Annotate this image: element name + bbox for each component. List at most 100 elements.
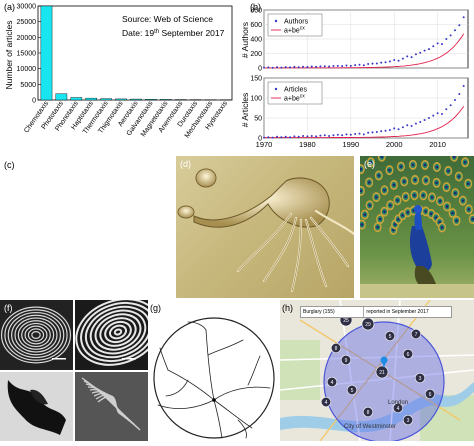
data-point <box>393 127 395 129</box>
y-tick-label: 15000 <box>17 51 37 58</box>
y-tick-label: 0 <box>258 66 262 73</box>
data-point <box>341 134 343 136</box>
y-axis-label-articles: # Articles <box>240 93 250 128</box>
data-point <box>298 66 300 68</box>
data-point <box>311 135 313 137</box>
data-point <box>415 123 417 125</box>
data-point <box>293 66 295 68</box>
fungal-network-drawing <box>148 300 280 441</box>
data-point <box>432 115 434 117</box>
data-point <box>280 136 282 138</box>
data-point <box>363 133 365 135</box>
bar <box>115 99 126 100</box>
data-point <box>424 119 426 121</box>
bar <box>145 99 156 100</box>
data-point <box>267 66 269 68</box>
data-point <box>441 43 443 45</box>
bar <box>160 99 171 100</box>
data-point <box>385 130 387 132</box>
bar <box>56 94 67 100</box>
data-point <box>402 126 404 128</box>
data-point <box>450 34 452 36</box>
cluster-count: 6 <box>429 392 432 398</box>
data-point <box>424 50 426 52</box>
data-point <box>285 66 287 68</box>
data-point <box>385 61 387 63</box>
y-tick-label: 150 <box>250 76 262 83</box>
cluster-count: 29 <box>365 322 371 328</box>
y-axis-label: Number of articles <box>4 21 14 90</box>
period-select[interactable]: reported in September 2017 <box>363 307 451 317</box>
y-tick-label: 0 <box>32 98 36 105</box>
cluster-count: 3 <box>419 376 422 382</box>
data-point <box>454 99 456 101</box>
legend-points-label: Articles <box>284 87 307 94</box>
data-point <box>328 135 330 137</box>
data-point <box>393 59 395 61</box>
data-point <box>302 135 304 137</box>
data-point <box>458 93 460 95</box>
y-tick-label: 10000 <box>17 66 37 73</box>
panel-label-d: (d) <box>180 159 191 169</box>
data-point <box>350 134 352 136</box>
x-tick-label: 1980 <box>299 140 316 149</box>
panel-label-e: (e) <box>364 159 375 169</box>
map-label-london: London <box>388 400 408 406</box>
data-point <box>276 66 278 68</box>
data-point <box>463 85 465 87</box>
date-annotation: Date: 19th September 2017 <box>122 28 225 38</box>
data-point <box>324 65 326 67</box>
data-point <box>337 134 339 136</box>
bar <box>71 97 82 100</box>
data-point <box>311 66 313 68</box>
data-point <box>372 131 374 133</box>
data-point <box>319 65 321 67</box>
cluster-count: 7 <box>415 332 418 338</box>
data-point <box>289 136 291 138</box>
cluster-count: 4 <box>331 380 334 386</box>
data-point <box>437 112 439 114</box>
y-tick-label: 20000 <box>17 35 37 42</box>
y-tick-label: 800 <box>250 8 262 15</box>
data-point <box>419 121 421 123</box>
data-point <box>354 133 356 135</box>
data-point <box>389 129 391 131</box>
data-point <box>293 135 295 137</box>
data-point <box>298 136 300 138</box>
cluster-count: 9 <box>345 358 348 364</box>
data-point <box>445 108 447 110</box>
data-point <box>367 63 369 65</box>
y-tick-label: 5000 <box>20 82 36 89</box>
slime-mould-photo: (d) <box>176 156 354 298</box>
data-point <box>437 42 439 44</box>
cluster-count: 5 <box>351 388 354 394</box>
bar <box>86 98 97 100</box>
data-point <box>267 136 269 138</box>
data-point <box>363 64 365 66</box>
cluster-count: 4 <box>397 406 400 412</box>
data-point <box>402 58 404 60</box>
data-point <box>354 64 356 66</box>
data-point <box>428 117 430 119</box>
cluster-count: 4 <box>325 400 328 406</box>
map-label-westminster: City of Westminster <box>344 424 396 430</box>
peacock-drawing <box>360 156 474 298</box>
data-point <box>376 63 378 65</box>
data-point <box>324 134 326 136</box>
data-point <box>341 65 343 67</box>
cluster-count: 8 <box>367 410 370 416</box>
data-point <box>463 16 465 18</box>
data-point <box>411 125 413 127</box>
data-point <box>280 67 282 69</box>
x-tick-label: 1990 <box>342 140 359 149</box>
data-point <box>272 67 274 69</box>
panel-label-c: (c) <box>4 160 15 170</box>
data-point <box>458 24 460 26</box>
data-point <box>302 66 304 68</box>
data-point <box>350 65 352 67</box>
scatter-charts-authors-articles: # Authors # Articles 0200400600800Author… <box>236 0 474 160</box>
legend-points-label: Authors <box>284 19 309 26</box>
data-point <box>306 66 308 68</box>
crime-type-select[interactable]: Burglary (155) <box>301 307 363 317</box>
